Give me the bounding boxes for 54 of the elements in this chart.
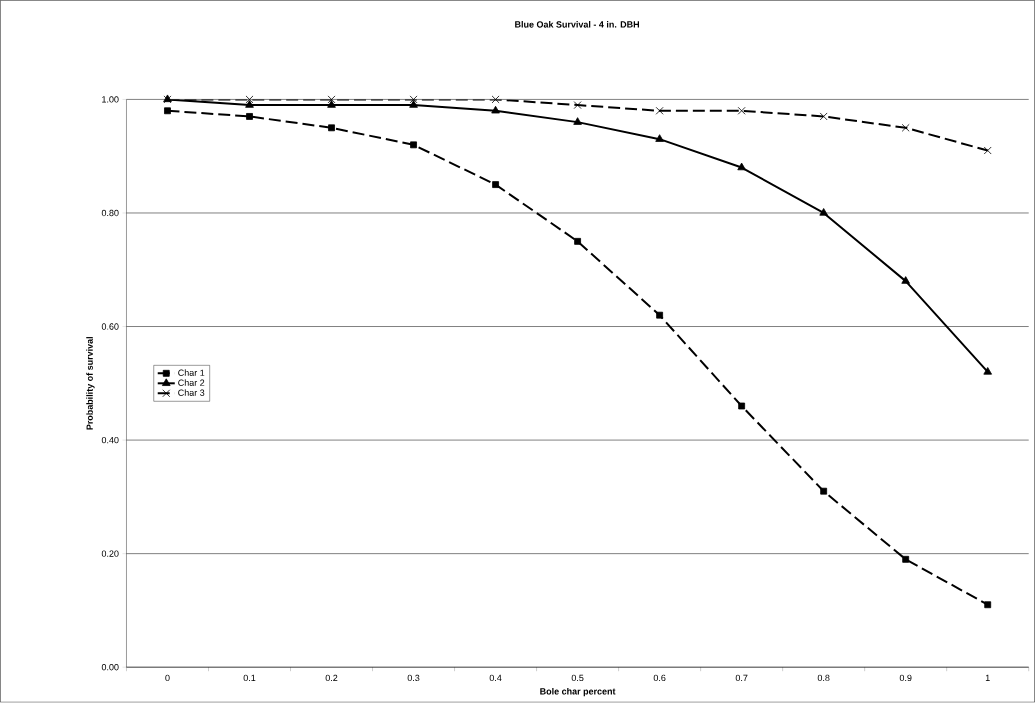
- point: [655, 107, 664, 115]
- point: [574, 238, 581, 245]
- point: [573, 117, 582, 125]
- point: [164, 107, 171, 115]
- point: [492, 181, 499, 189]
- chart-title: Blue Oak Survival - 4 in. DBH: [515, 21, 640, 28]
- x-tick-label: 0.7: [735, 674, 748, 682]
- point: [409, 100, 418, 108]
- point: [328, 124, 335, 132]
- x-tick-label: 0.9: [899, 674, 912, 682]
- point: [819, 112, 828, 121]
- x-tick-label: 0.2: [325, 674, 338, 682]
- y-tick-label: 0.20: [101, 550, 119, 558]
- point: [901, 276, 910, 284]
- point: [327, 100, 336, 108]
- y-axis-title: Probability of survival: [86, 337, 95, 430]
- point: [984, 601, 992, 609]
- point: [246, 113, 253, 121]
- x-tick-label: 0.6: [653, 674, 666, 682]
- x-tick-label: 0: [165, 674, 170, 682]
- point: [902, 556, 910, 563]
- legend-label: Char 2: [178, 379, 205, 387]
- legend-label: Char 3: [178, 389, 205, 397]
- point: [901, 124, 910, 132]
- point: [737, 107, 746, 115]
- legend-label: Char 1: [178, 369, 205, 377]
- point: [491, 95, 500, 104]
- point: [819, 208, 828, 216]
- point: [491, 106, 500, 114]
- x-tick-label: 0.4: [489, 674, 502, 682]
- point: [655, 134, 664, 143]
- point: [245, 95, 254, 104]
- point: [327, 95, 336, 104]
- point: [820, 488, 828, 495]
- point: [656, 312, 664, 319]
- x-tick-label: 0.8: [817, 674, 830, 682]
- x-axis-title: Bole char percent: [540, 688, 616, 697]
- x-tick-label: 0.5: [571, 674, 584, 682]
- y-tick-label: 1.00: [102, 96, 119, 103]
- point: [409, 95, 418, 104]
- x-tick-label: 0.3: [407, 674, 420, 682]
- y-tick-label: 0.80: [101, 210, 119, 217]
- point: [737, 162, 746, 171]
- point: [410, 141, 417, 149]
- point: [983, 146, 992, 155]
- y-tick-label: 0.40: [101, 437, 119, 444]
- point: [983, 367, 992, 375]
- point: [573, 101, 582, 110]
- x-tick-label: 0.1: [243, 674, 256, 682]
- point: [245, 100, 254, 108]
- point: [738, 402, 746, 410]
- y-tick-label: 0.60: [101, 323, 119, 330]
- x-tick-label: 1: [985, 674, 990, 682]
- y-tick-label: 0.00: [101, 664, 119, 671]
